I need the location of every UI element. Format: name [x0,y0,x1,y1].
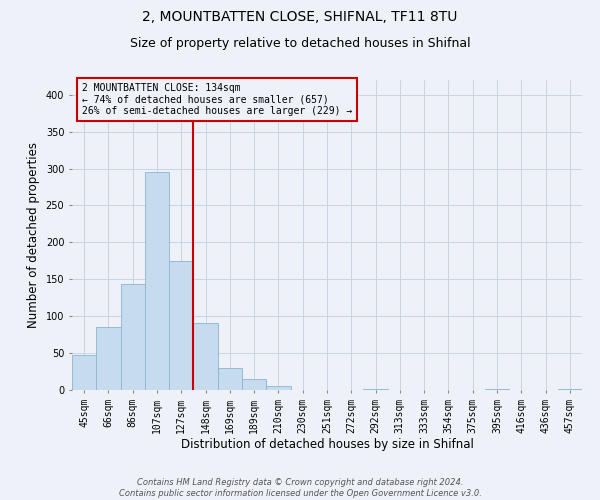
Bar [72,356,96,390]
Bar [96,326,121,390]
Bar [145,172,169,390]
Bar [169,261,193,390]
Bar [121,284,145,390]
Y-axis label: Number of detached properties: Number of detached properties [27,142,40,328]
Text: 2, MOUNTBATTEN CLOSE, SHIFNAL, TF11 8TU: 2, MOUNTBATTEN CLOSE, SHIFNAL, TF11 8TU [142,10,458,24]
Text: 2 MOUNTBATTEN CLOSE: 134sqm
← 74% of detached houses are smaller (657)
26% of se: 2 MOUNTBATTEN CLOSE: 134sqm ← 74% of det… [82,83,352,116]
Bar [242,379,266,390]
Bar [218,368,242,390]
Text: Contains HM Land Registry data © Crown copyright and database right 2024.
Contai: Contains HM Land Registry data © Crown c… [119,478,481,498]
Bar [485,388,509,390]
Bar [364,388,388,390]
Text: Size of property relative to detached houses in Shifnal: Size of property relative to detached ho… [130,38,470,51]
X-axis label: Distribution of detached houses by size in Shifnal: Distribution of detached houses by size … [181,438,473,452]
Bar [558,388,582,390]
Bar [266,386,290,390]
Bar [193,323,218,390]
